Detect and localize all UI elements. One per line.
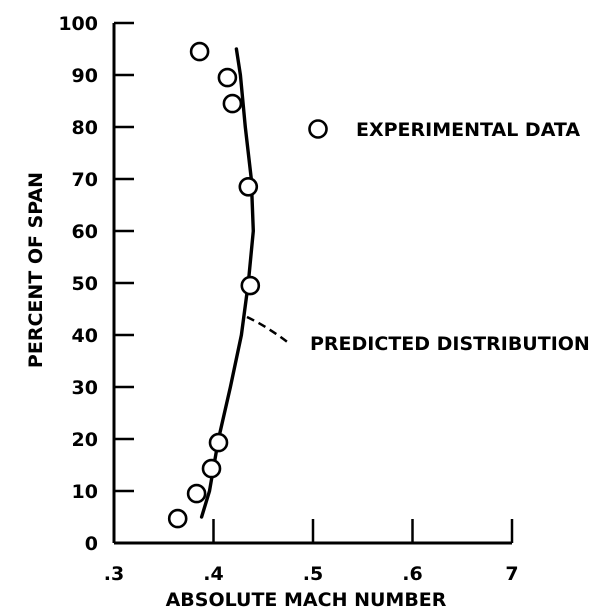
y-tick-label: 60: [72, 221, 98, 243]
y-tick-label: 50: [72, 273, 98, 295]
experimental-data-point: [167, 508, 188, 529]
y-tick-label: 40: [72, 325, 98, 347]
legend-label-experimental-data: EXPERIMENTAL DATA: [356, 119, 580, 141]
experimental-data-point: [217, 67, 238, 88]
axes: [112, 23, 512, 545]
annotation-predicted-distribution: PREDICTED DISTRIBUTION: [246, 315, 590, 355]
x-tick-label: .4: [203, 563, 223, 585]
experimental-data-point: [222, 93, 243, 114]
y-tick-label: 80: [72, 117, 98, 139]
experimental-data-point: [186, 483, 207, 504]
experimental-data-point: [208, 432, 229, 453]
y-tick-label: 10: [72, 481, 98, 503]
x-tick-label: .6: [402, 563, 422, 585]
experimental-data-point: [238, 177, 259, 197]
y-axis-label: PERCENT OF SPAN: [25, 172, 47, 368]
x-axis-label: ABSOLUTE MACH NUMBER: [166, 589, 447, 611]
experimental-data-point: [201, 458, 222, 479]
legend: EXPERIMENTAL DATA: [308, 119, 580, 141]
y-tick-label: 100: [58, 13, 98, 35]
y-tick-label: 30: [72, 377, 98, 399]
x-tick-label: 7: [505, 563, 518, 585]
x-tick-label: .3: [104, 563, 124, 585]
y-tick-label: 20: [72, 429, 98, 451]
experimental-data-point: [189, 41, 210, 62]
ticks: 0 10 20 30 40 50 60 70 80 90 100 .3 .4 .5 .6 7: [58, 13, 518, 585]
annotation-leader-line: [246, 315, 291, 345]
experimental-data-point: [240, 275, 261, 296]
x-tick-label: .5: [303, 563, 323, 585]
y-tick-label: 0: [85, 533, 98, 555]
y-tick-label: 70: [72, 169, 98, 191]
y-tick-label: 90: [72, 65, 98, 87]
legend-marker-experimental-data: [308, 119, 328, 139]
annotation-label-predicted-distribution: PREDICTED DISTRIBUTION: [310, 333, 590, 355]
experimental-data-series: [167, 41, 261, 529]
